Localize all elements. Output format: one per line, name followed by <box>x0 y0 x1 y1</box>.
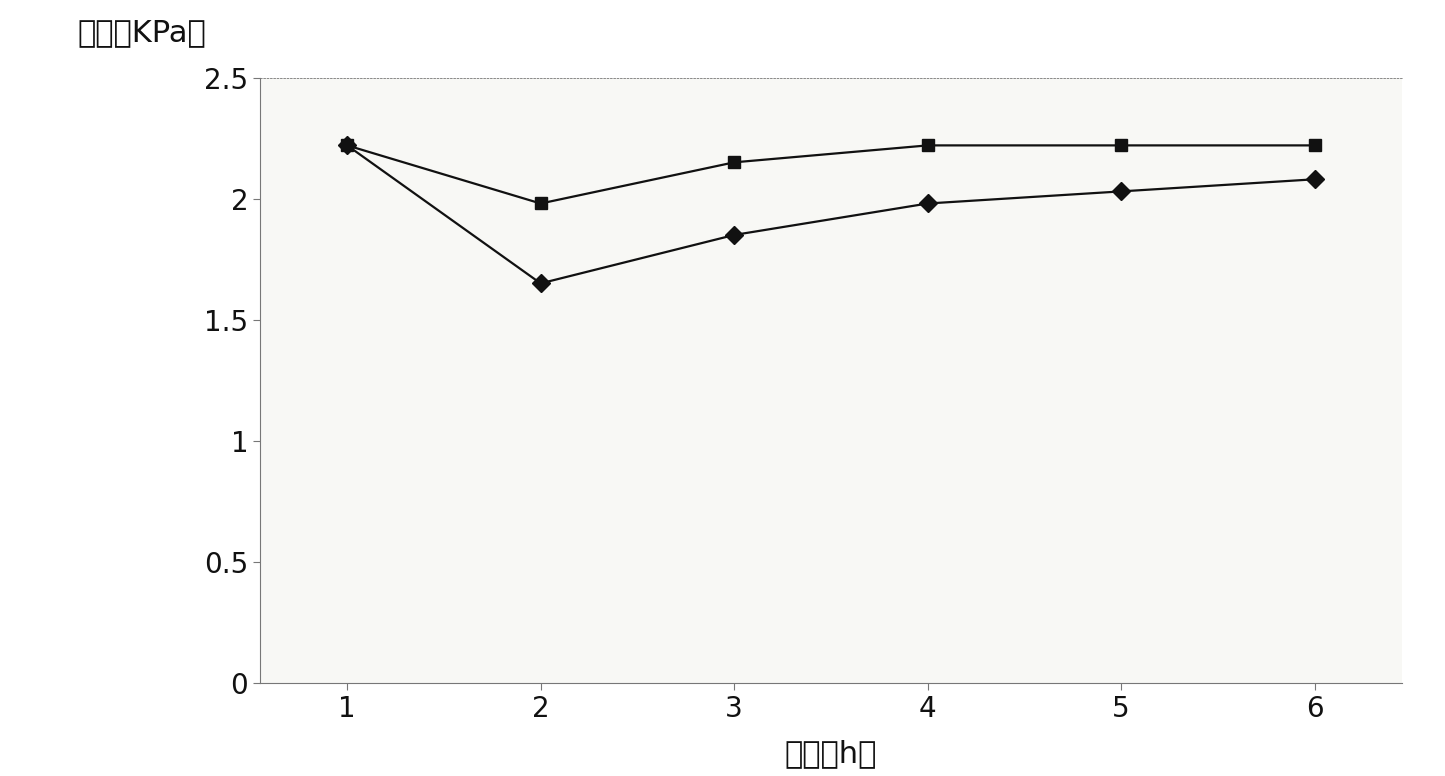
Text: 眼压（KPa）: 眼压（KPa） <box>78 19 207 47</box>
X-axis label: 小时（h）: 小时（h） <box>785 740 877 768</box>
